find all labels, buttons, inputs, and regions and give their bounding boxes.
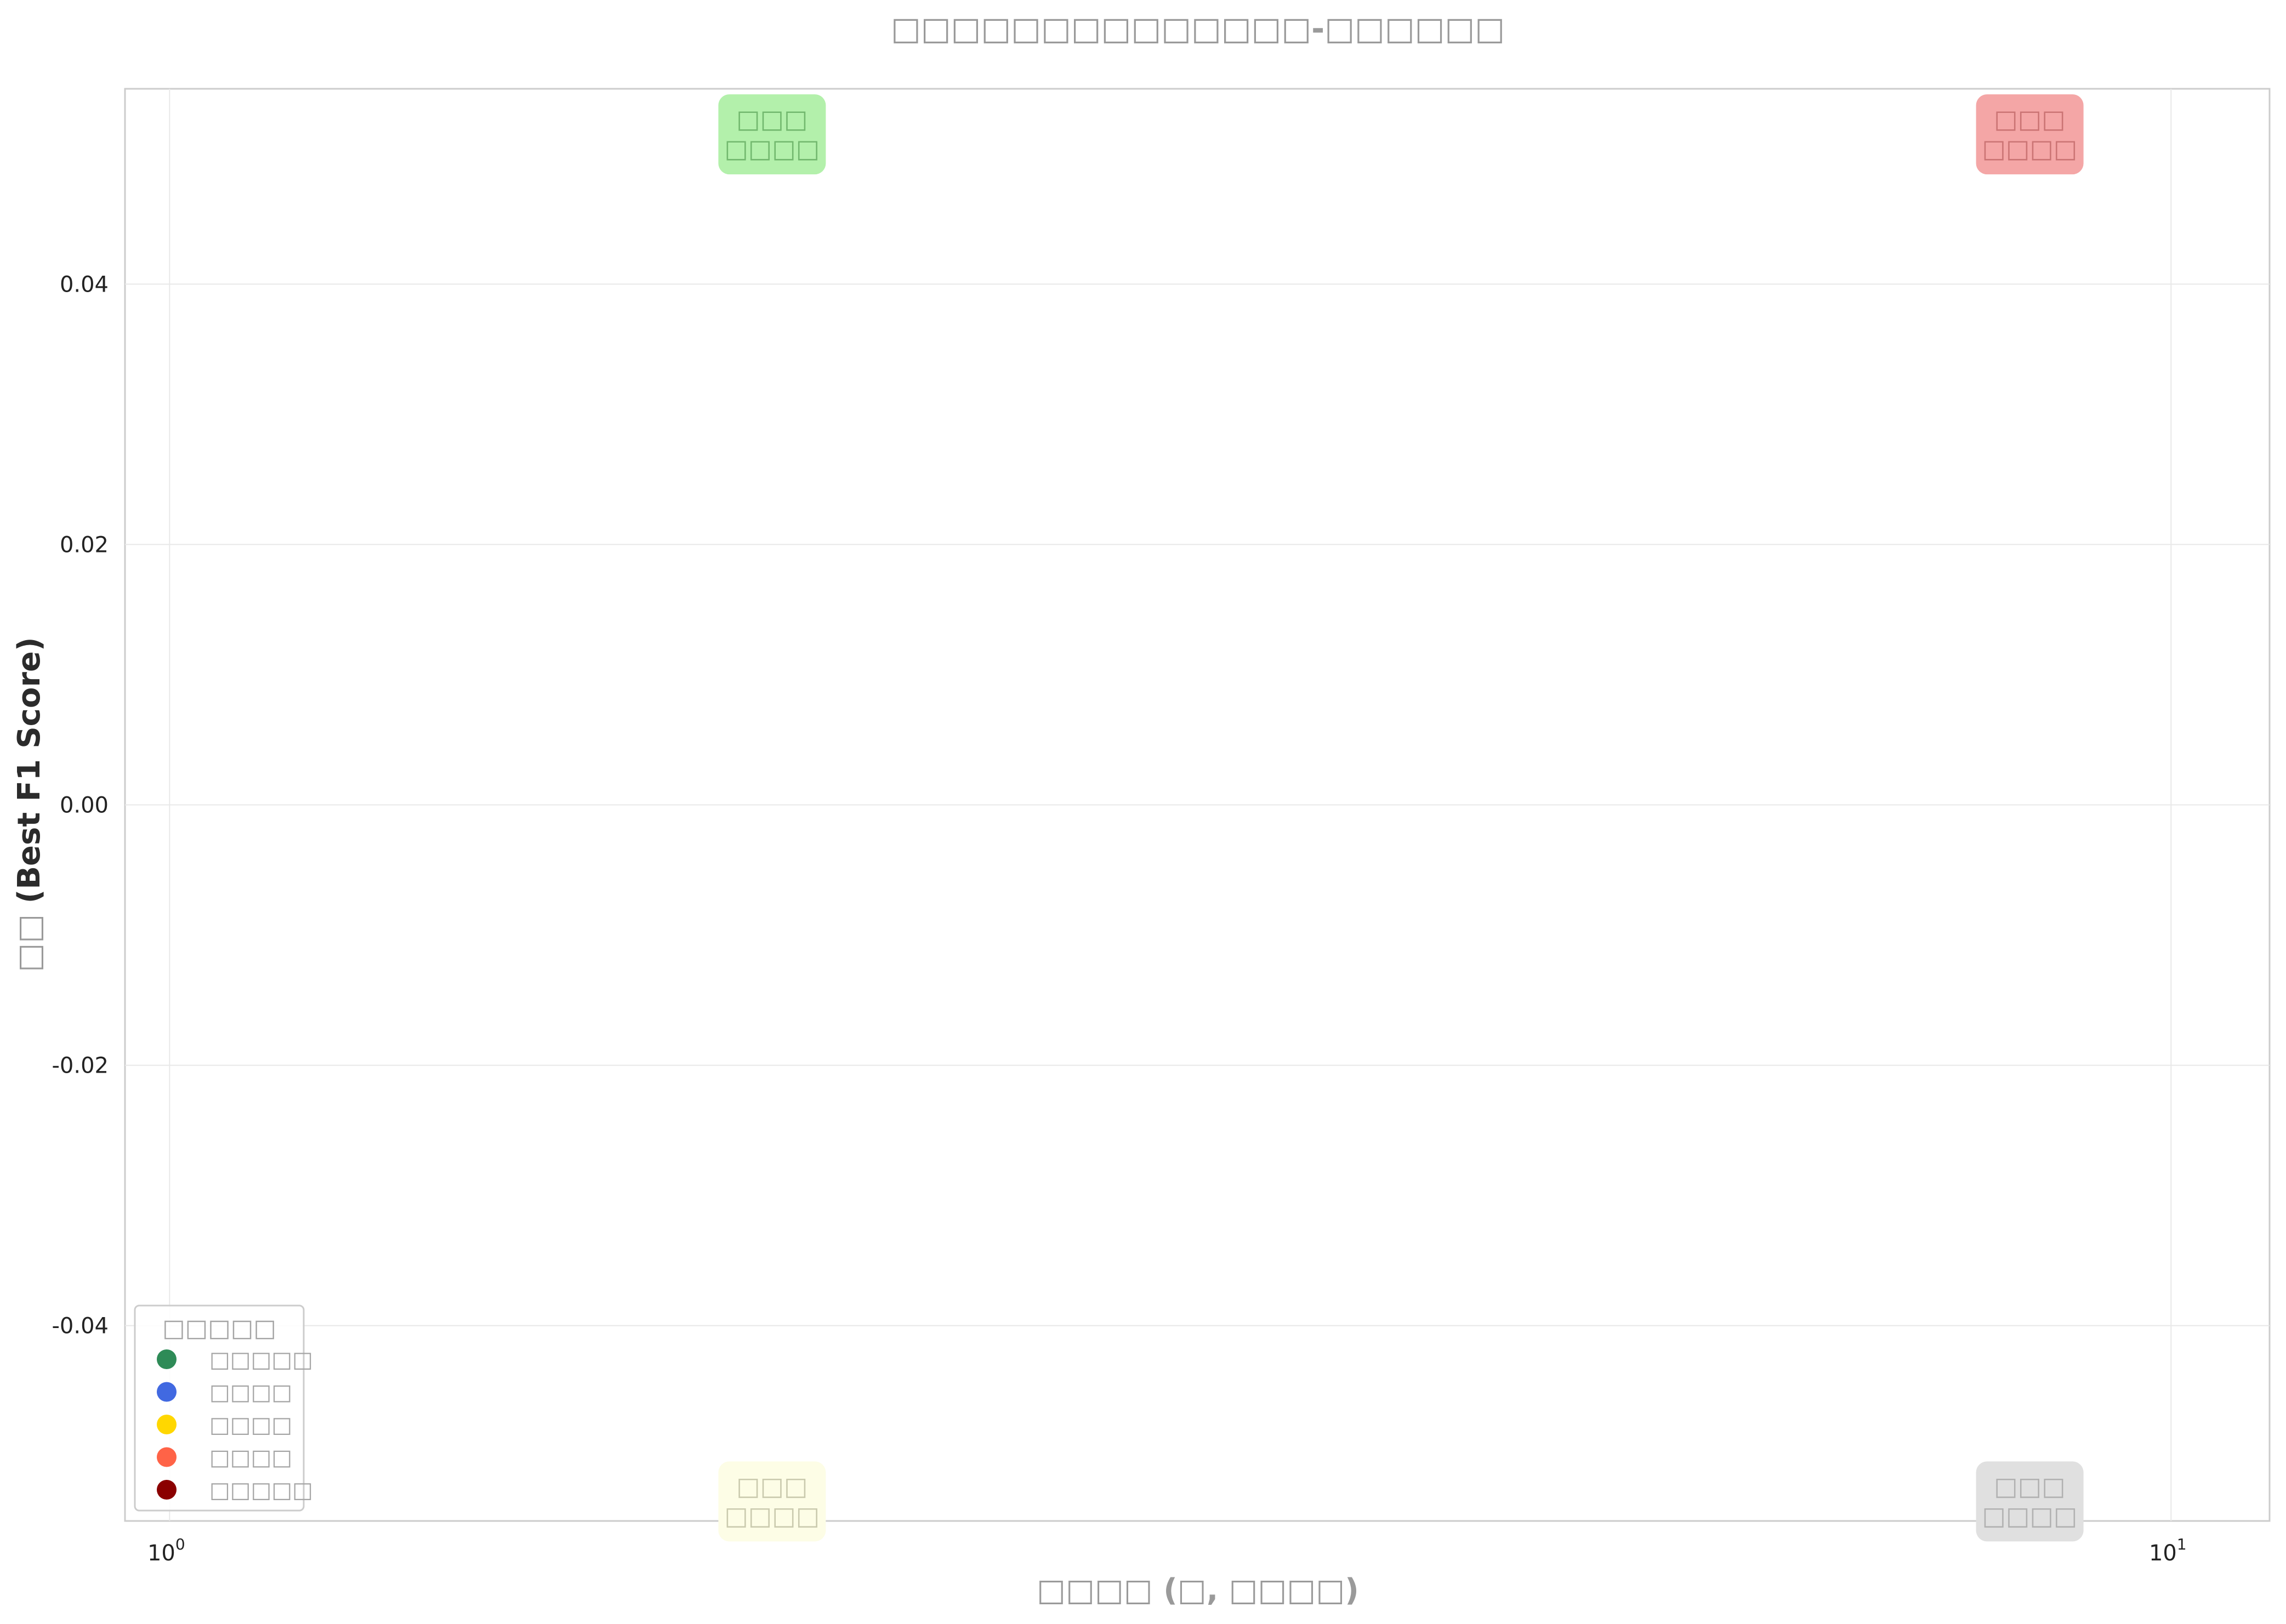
quadrant-text-line1: □□□ bbox=[1994, 104, 2065, 134]
y-tick-label: 0.00 bbox=[60, 793, 109, 818]
x-tick-exponent: 1 bbox=[2177, 1535, 2187, 1553]
legend-label: □□□□ bbox=[209, 1445, 292, 1471]
x-tick-label: 100 bbox=[147, 1535, 185, 1566]
quadrant-label-top-right: □□□□□□□ bbox=[1976, 94, 2084, 175]
y-tick-label: -0.04 bbox=[52, 1314, 109, 1339]
legend-box bbox=[134, 1304, 305, 1512]
quadrant-text-line2: □□□□ bbox=[724, 1501, 820, 1530]
legend-entry: □□□□ bbox=[157, 1445, 292, 1471]
x-tick-exponent: 0 bbox=[175, 1535, 185, 1553]
y-tick-label: -0.02 bbox=[52, 1053, 109, 1079]
quadrant-text-line2: □□□□ bbox=[724, 134, 820, 163]
quadrant-text-line1: □□□ bbox=[736, 1471, 808, 1501]
quadrant-label-bottom-left: □□□□□□□ bbox=[718, 1461, 826, 1542]
legend-marker bbox=[157, 1447, 177, 1467]
y-axis-label-main: (Best F1 Score) bbox=[12, 637, 47, 903]
legend-marker bbox=[157, 1382, 177, 1402]
quadrant-text-line1: □□□ bbox=[1994, 1471, 2065, 1501]
x-axis-label-suffix: ) bbox=[1345, 1572, 1359, 1608]
quadrant-text-line2: □□□□ bbox=[1982, 134, 2078, 163]
quadrant-label-top-left: □□□□□□□ bbox=[718, 94, 826, 175]
legend-entry: □□□□ bbox=[157, 1380, 292, 1405]
quadrant-box bbox=[718, 94, 826, 175]
quadrant-box bbox=[1976, 1461, 2084, 1542]
y-tick-label: 0.02 bbox=[60, 532, 109, 557]
x-axis-label-box: □ bbox=[1178, 1572, 1207, 1608]
legend-label: □□□□ bbox=[209, 1412, 292, 1438]
quadrant-text-line2: □□□□ bbox=[1982, 1501, 2078, 1530]
quadrant-box bbox=[1976, 94, 2084, 175]
legend-label: □□□□□ bbox=[209, 1478, 313, 1503]
quadrant-labels: □□□□□□□□□□□□□□□□□□□□□□□□□□□□ bbox=[718, 94, 2084, 1542]
legend-title: □□□□□ bbox=[162, 1314, 276, 1342]
legend-entry: □□□□□ bbox=[157, 1347, 313, 1372]
x-tick-layer: 100 101 bbox=[147, 1535, 2187, 1566]
x-tick-base: 10 bbox=[2149, 1541, 2177, 1566]
x-axis-label-mid: , bbox=[1207, 1572, 1229, 1608]
quadrant-text-line1: □□□ bbox=[736, 104, 808, 134]
legend-label: □□□□ bbox=[209, 1380, 292, 1405]
y-tick-layer: 0.04 0.02 0.00 -0.02 -0.04 bbox=[52, 272, 109, 1338]
y-axis-label: □□ (Best F1 Score) bbox=[12, 637, 47, 972]
y-axis-label-prefix: □□ bbox=[12, 903, 47, 972]
legend-marker bbox=[157, 1480, 177, 1500]
legend-marker bbox=[157, 1349, 177, 1369]
quadrant-label-bottom-right: □□□□□□□ bbox=[1976, 1461, 2084, 1542]
grid-layer bbox=[125, 89, 2270, 1521]
x-axis-label-box2: □□□□ bbox=[1229, 1572, 1345, 1608]
legend: □□□□□□□□□□□□□□□□□□□□□□□□□□□ bbox=[134, 1304, 313, 1512]
quadrant-box bbox=[718, 1461, 826, 1542]
x-tick-label: 101 bbox=[2149, 1535, 2187, 1566]
legend-marker bbox=[157, 1415, 177, 1434]
chart-title: □□□□□□□□□□□□□□-□□□□□□ bbox=[891, 10, 1505, 47]
legend-label: □□□□□ bbox=[209, 1347, 313, 1372]
y-tick-label: 0.04 bbox=[60, 272, 109, 297]
legend-entry: □□□□ bbox=[157, 1412, 292, 1438]
x-axis-label-prefix: □□□□ ( bbox=[1037, 1572, 1178, 1608]
x-axis-label: □□□□ (□, □□□□) bbox=[1037, 1572, 1359, 1608]
x-tick-base: 10 bbox=[147, 1541, 175, 1566]
legend-entry: □□□□□ bbox=[157, 1478, 313, 1503]
